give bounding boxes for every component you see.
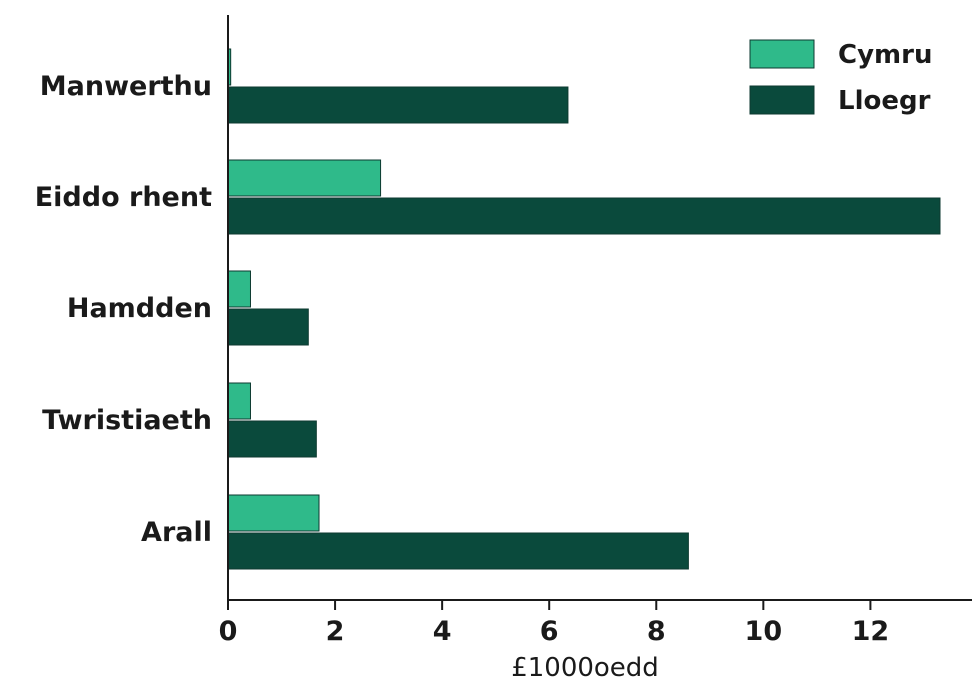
bar-lloegr-1: [227, 197, 941, 235]
category-label: Eiddo rhent: [35, 182, 212, 213]
legend-swatch-cymru: [749, 39, 815, 69]
legend: Cymru Lloegr: [749, 39, 932, 116]
bar-cymru-4: [227, 494, 320, 532]
bar-cymru-2: [227, 270, 251, 308]
bar-cymru-3: [227, 382, 251, 420]
bar-lloegr-3: [227, 420, 317, 458]
x-tick-label: 10: [745, 616, 783, 647]
bar-lloegr-2: [227, 308, 309, 346]
x-tick-label: 2: [326, 616, 345, 647]
x-axis-title: £1000oedd: [511, 653, 659, 683]
x-tick-label: 8: [647, 616, 666, 647]
legend-swatch-lloegr: [749, 85, 815, 115]
bar-cymru-1: [227, 159, 382, 197]
category-label: Hamdden: [67, 293, 212, 324]
x-tick-label: 4: [433, 616, 452, 647]
x-tick-label: 12: [852, 616, 890, 647]
legend-label-lloegr: Lloegr: [838, 86, 931, 116]
category-label: Twristiaeth: [42, 405, 212, 436]
category-labels: Manwerthu Eiddo rhent Hamdden Twristiaeth Ar…: [35, 71, 212, 548]
legend-label-cymru: Cymru: [838, 40, 932, 70]
x-tick-label: 6: [540, 616, 559, 647]
category-label: Manwerthu: [40, 71, 212, 102]
bars-layer: [227, 48, 941, 570]
x-tick-label: 0: [219, 616, 238, 647]
category-label: Arall: [141, 517, 212, 548]
bar-lloegr-0: [227, 86, 569, 124]
bar-lloegr-4: [227, 532, 689, 570]
x-axis-ticks: 0 2 4 6 8 10 12: [219, 600, 890, 647]
